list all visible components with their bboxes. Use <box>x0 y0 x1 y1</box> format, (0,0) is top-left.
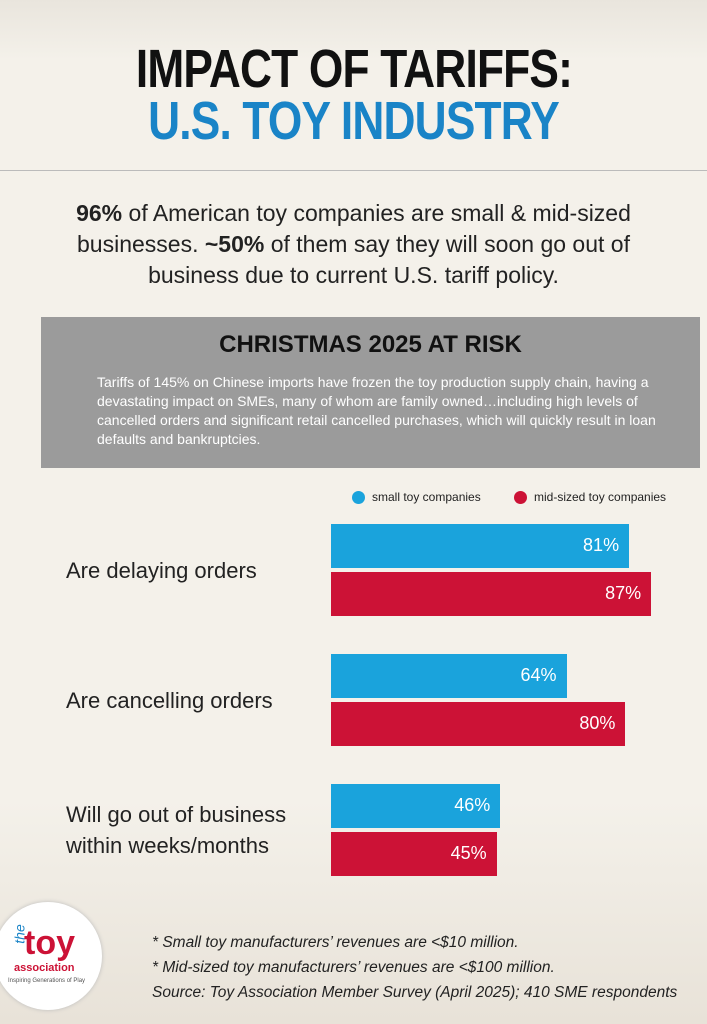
text: of them say they will soon go out of bus… <box>148 231 630 288</box>
divider <box>0 170 707 171</box>
logo-text: association <box>14 962 75 974</box>
value-label: 46% <box>454 795 491 815</box>
footnote: Source: Toy Association Member Survey (A… <box>152 984 678 1001</box>
intro: 96% of American toy companies are small … <box>50 198 657 291</box>
bar <box>331 702 626 746</box>
stat: ~50% <box>204 231 265 257</box>
callout: CHRISTMAS 2025 AT RISK Tariffs of 145% o… <box>41 317 700 468</box>
callout-text: Tariffs of 145% on Chinese imports have … <box>97 374 656 447</box>
legend-dot <box>514 491 527 504</box>
category-label: Are cancelling orders <box>66 687 273 713</box>
title-line: IMPACT OF TARIFFS: <box>135 39 572 99</box>
logo: the toy association Inspiring Generation… <box>0 902 102 1010</box>
footnote: * Small toy manufacturers’ revenues are … <box>152 934 519 951</box>
logo-text: toy <box>24 924 75 962</box>
logo-text: Inspiring Generations of Play <box>8 978 86 984</box>
bar <box>331 572 652 616</box>
bar <box>331 832 497 876</box>
value-label: 64% <box>520 665 557 685</box>
title-line: U.S. TOY INDUSTRY <box>148 91 560 151</box>
bar <box>331 654 567 698</box>
bar <box>331 784 501 828</box>
title: IMPACT OF TARIFFS: <box>0 38 707 100</box>
bar <box>331 524 630 568</box>
legend-dot <box>352 491 365 504</box>
stat: 96% <box>76 200 123 226</box>
legend-label: mid-sized toy companies <box>534 490 667 504</box>
footnote: * Mid-sized toy manufacturers’ revenues … <box>152 959 555 976</box>
value-label: 81% <box>583 535 620 555</box>
callout-title: CHRISTMAS 2025 AT RISK <box>219 331 522 358</box>
title: U.S. TOY INDUSTRY <box>0 90 707 152</box>
value-label: 87% <box>605 583 642 603</box>
value-label: 45% <box>450 843 487 863</box>
category-label: Will go out of business within weeks/mon… <box>66 802 287 858</box>
value-label: 80% <box>579 713 616 733</box>
category-label: Are delaying orders <box>66 557 257 583</box>
legend-label: small toy companies <box>372 490 481 504</box>
text: of American toy companies are small & mi… <box>77 200 631 257</box>
